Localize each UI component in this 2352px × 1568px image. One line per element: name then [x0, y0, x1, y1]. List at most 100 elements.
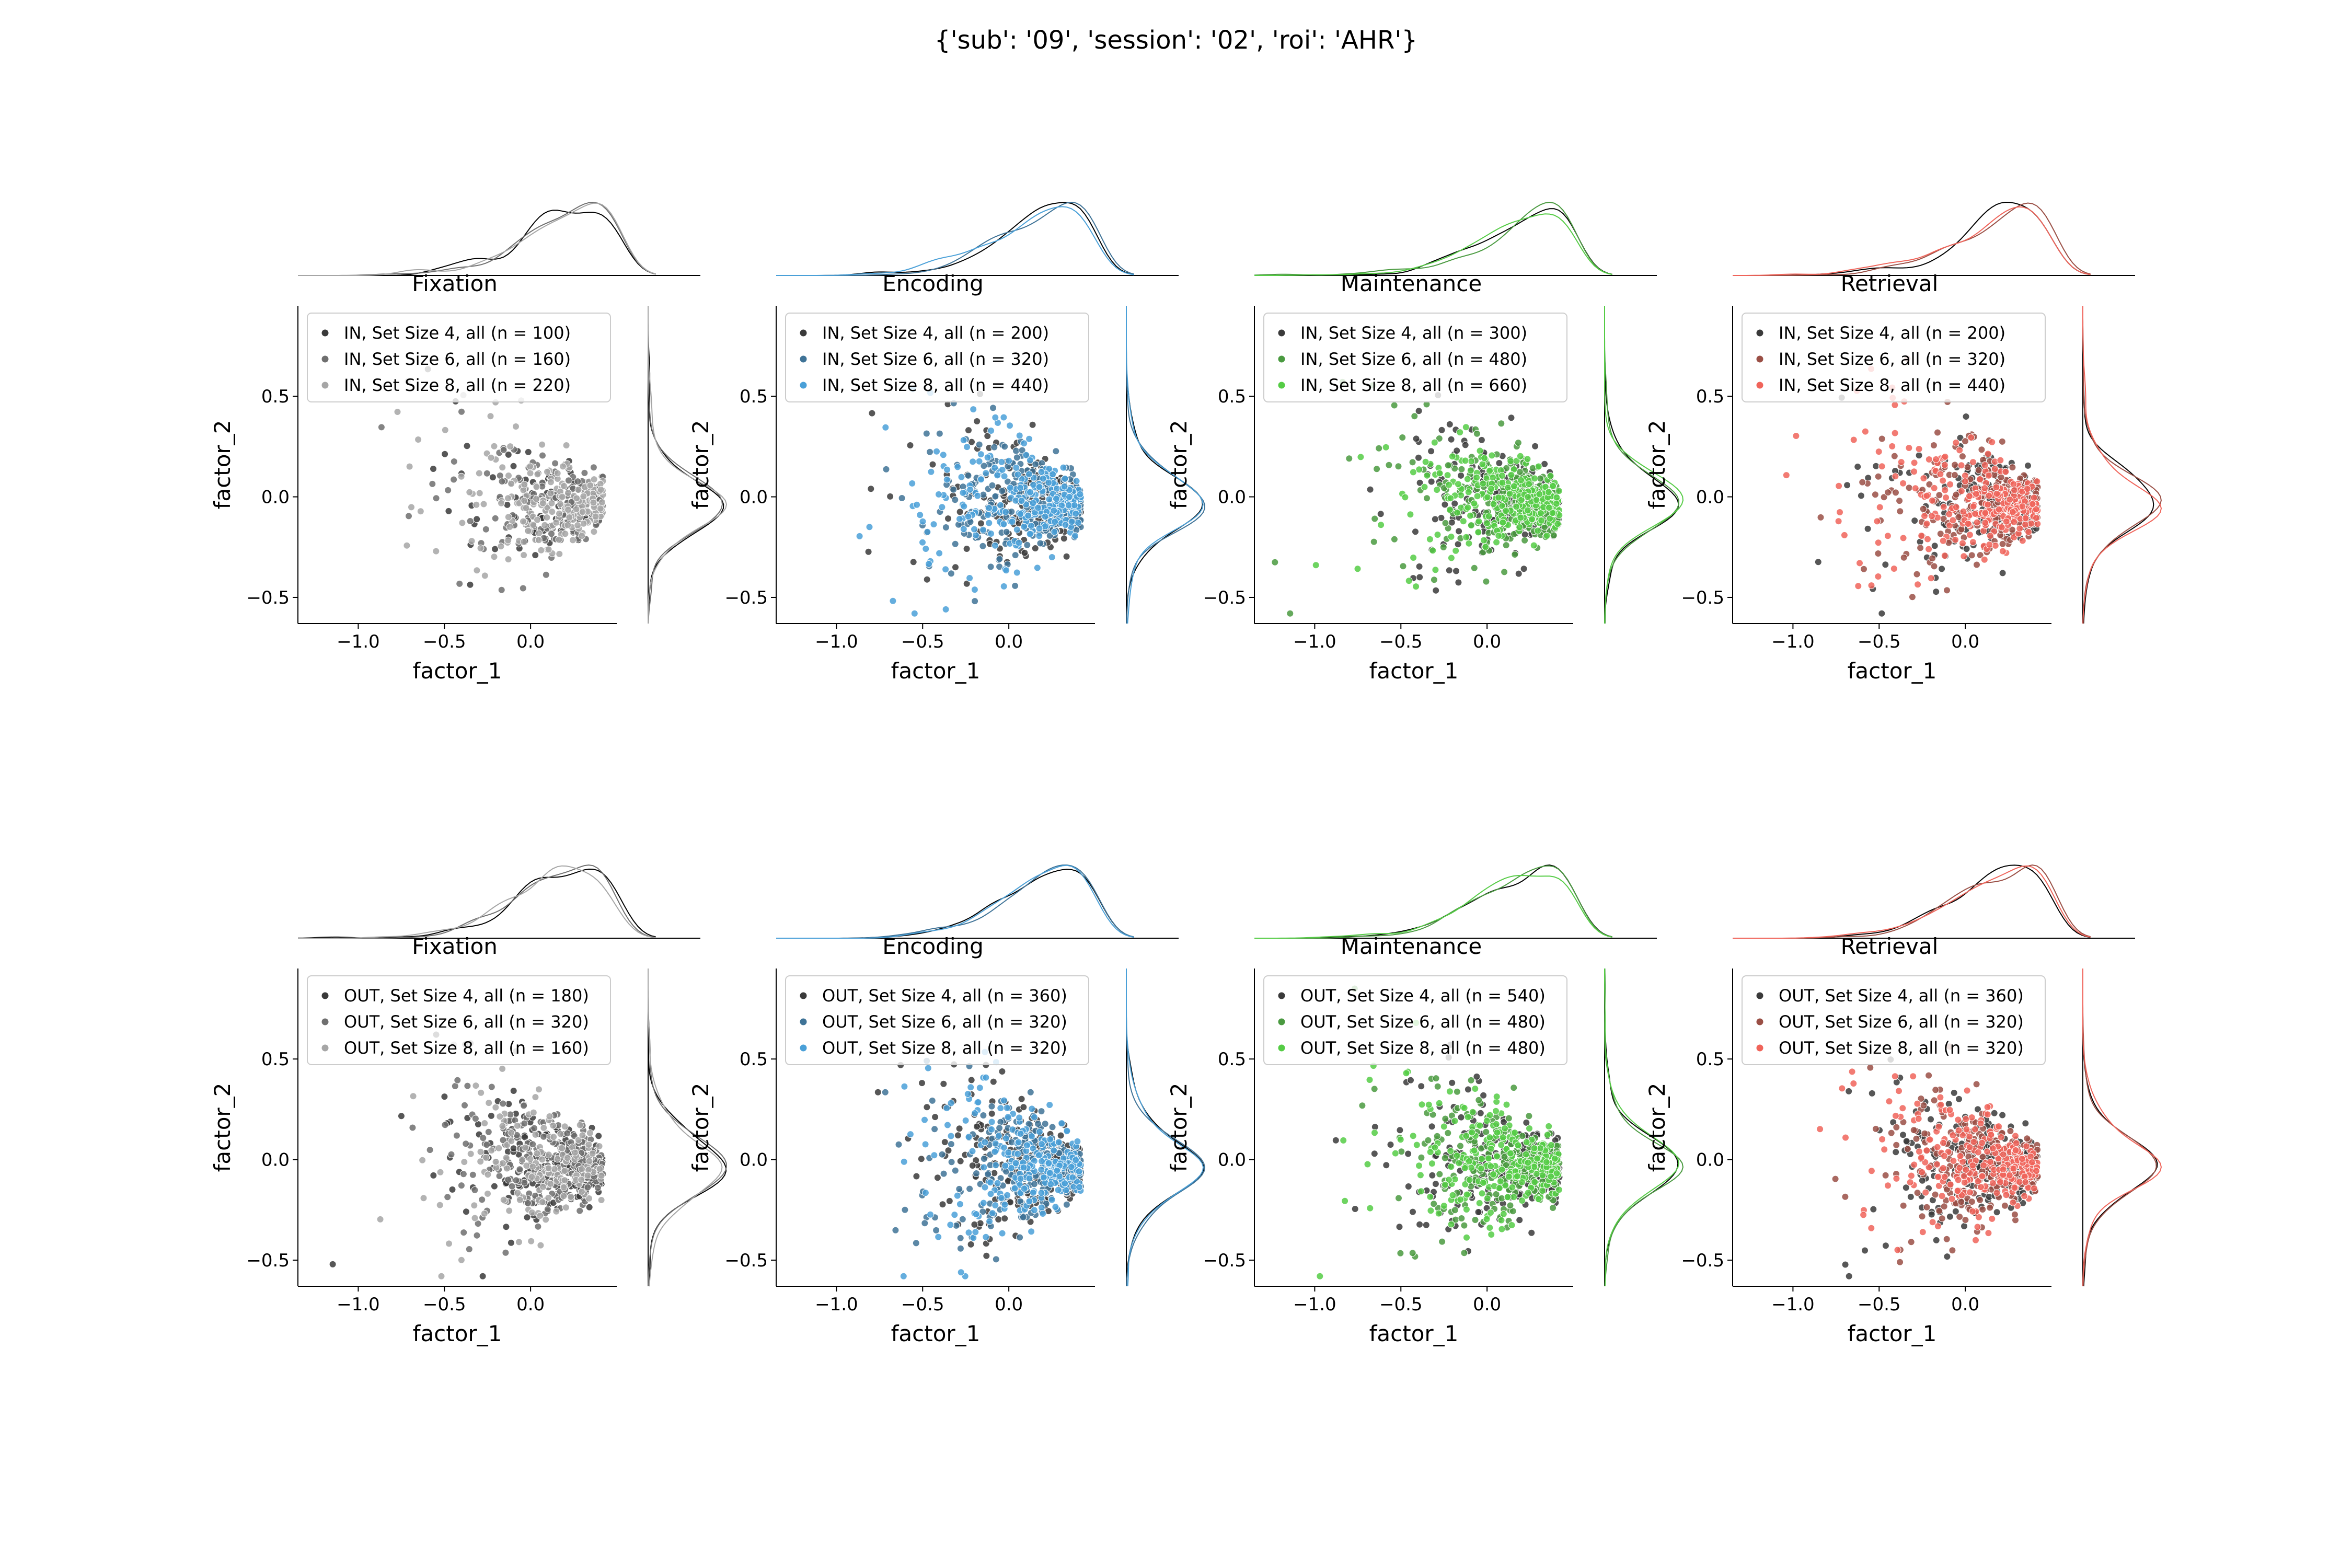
- scatter-point: [1528, 1229, 1536, 1237]
- scatter-point: [596, 505, 604, 512]
- scatter-point: [532, 1093, 539, 1101]
- scatter-point: [1433, 486, 1441, 494]
- scatter-point: [1455, 527, 1463, 535]
- legend-marker: [799, 381, 808, 389]
- scatter-point: [1969, 538, 1977, 546]
- scatter-point: [508, 480, 515, 488]
- y-axis-label: factor_2: [210, 1083, 235, 1172]
- scatter-point: [457, 472, 465, 480]
- scatter-point: [1899, 534, 1907, 542]
- scatter-point: [1964, 463, 1971, 471]
- scatter-point: [1434, 531, 1442, 538]
- scatter-point: [406, 463, 413, 470]
- scatter-point: [459, 1170, 467, 1178]
- scatter-point: [1932, 455, 1940, 463]
- scatter-point: [2002, 517, 2010, 525]
- scatter-point: [495, 1172, 503, 1180]
- scatter-point: [1017, 1175, 1024, 1183]
- scatter-point: [498, 478, 506, 485]
- scatter-point: [563, 1129, 571, 1137]
- scatter-point: [506, 523, 514, 531]
- scatter-point: [1454, 509, 1461, 516]
- scatter-point: [574, 522, 582, 529]
- scatter-point: [1357, 453, 1365, 461]
- scatter-point: [998, 1068, 1006, 1075]
- scatter-point: [906, 1131, 914, 1138]
- scatter-point: [537, 546, 545, 554]
- scatter-point: [1952, 503, 1960, 511]
- scatter-point: [1552, 500, 1560, 508]
- scatter-point: [1028, 1228, 1035, 1236]
- scatter-point: [1917, 544, 1924, 552]
- scatter-point: [1341, 1197, 1349, 1205]
- scatter-point: [1046, 1101, 1054, 1109]
- scatter-point: [487, 412, 494, 420]
- scatter-point: [970, 406, 977, 413]
- scatter-point: [1377, 521, 1385, 529]
- scatter-point: [979, 1112, 987, 1119]
- scatter-point: [1351, 1205, 1359, 1213]
- scatter-point: [1874, 472, 1882, 480]
- y-tick-label: 0.5: [740, 386, 768, 407]
- scatter-point: [555, 536, 563, 544]
- scatter-point: [1914, 581, 1922, 589]
- scatter-point: [1445, 567, 1453, 574]
- scatter-point: [1447, 554, 1455, 562]
- scatter-point: [1493, 538, 1501, 546]
- scatter-point: [1370, 1150, 1378, 1158]
- scatter-point: [504, 1176, 512, 1184]
- scatter-point: [989, 404, 997, 412]
- scatter-point: [1445, 481, 1453, 489]
- scatter-point: [481, 572, 489, 580]
- scatter-point: [524, 1199, 532, 1207]
- scatter-point: [954, 1132, 962, 1139]
- scatter-point: [547, 490, 555, 497]
- scatter-point: [1462, 533, 1470, 541]
- scatter-point: [533, 1149, 541, 1157]
- x-tick-label: −0.5: [423, 1294, 466, 1315]
- scatter-point: [2032, 514, 2040, 522]
- scatter-point: [560, 1192, 568, 1200]
- x-tick-label: 0.0: [995, 1294, 1023, 1315]
- scatter-point: [1965, 492, 1973, 500]
- scatter-point: [1375, 444, 1383, 452]
- scatter-point: [1452, 567, 1460, 575]
- scatter-point: [1016, 432, 1023, 440]
- scatter-point: [564, 477, 572, 485]
- scatter-point: [1930, 442, 1938, 449]
- scatter-point: [561, 1123, 569, 1131]
- scatter-point: [1074, 1137, 1081, 1145]
- scatter-point: [1029, 499, 1037, 507]
- scatter-point: [926, 448, 933, 456]
- scatter-point: [1957, 487, 1965, 495]
- x-axis-label: factor_1: [413, 658, 502, 684]
- scatter-point: [964, 471, 972, 479]
- scatter-point: [1454, 480, 1462, 488]
- scatter-point: [1029, 421, 1036, 429]
- scatter-point: [1373, 465, 1381, 473]
- scatter-point: [1553, 493, 1561, 501]
- scatter-point: [1060, 482, 1068, 490]
- scatter-point: [1316, 1272, 1324, 1280]
- scatter-point: [981, 1183, 989, 1191]
- scatter-point: [532, 1131, 539, 1138]
- scatter-point: [521, 497, 528, 504]
- scatter-point: [462, 1140, 470, 1148]
- legend-label: IN, Set Size 6, all (n = 320): [822, 349, 1049, 369]
- scatter-point: [1442, 1115, 1449, 1123]
- y-tick-label: 0.0: [740, 1150, 768, 1171]
- scatter-point: [1473, 474, 1481, 481]
- scatter-point: [1385, 461, 1393, 469]
- scatter-point: [1014, 1150, 1022, 1158]
- scatter-point: [973, 418, 981, 425]
- scatter-point: [1506, 490, 1514, 498]
- scatter-point: [491, 545, 499, 553]
- scatter-point: [1964, 520, 1972, 527]
- scatter-point: [1884, 532, 1892, 540]
- scatter-point: [947, 1140, 955, 1148]
- scatter-point: [1396, 1126, 1404, 1134]
- scatter-point: [1370, 1085, 1378, 1093]
- scatter-point: [966, 574, 974, 582]
- scatter-point: [578, 1165, 586, 1173]
- scatter-point: [1045, 479, 1053, 487]
